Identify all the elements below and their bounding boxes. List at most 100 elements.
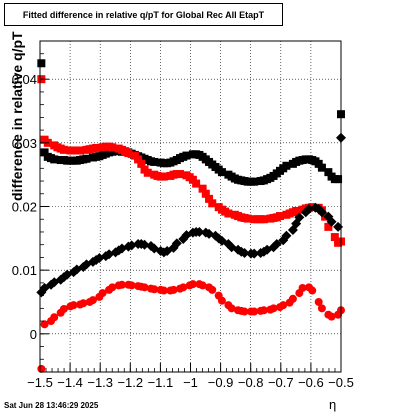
series-2-point — [324, 222, 333, 231]
x-tick-label: −1.2 — [117, 375, 143, 390]
series-3-point — [139, 239, 150, 250]
series-4-point — [227, 304, 236, 313]
series-2-point — [124, 149, 133, 158]
series-4-point — [240, 307, 249, 316]
series-3-point — [194, 226, 205, 237]
series-2-point — [134, 155, 143, 164]
series-1-point — [317, 163, 326, 172]
series-2-point — [176, 170, 185, 179]
series-4-point — [217, 296, 226, 305]
series-3-point — [55, 274, 66, 285]
series-1-point — [37, 59, 46, 68]
series-1-point — [324, 168, 333, 177]
y-tick-label: 0.03 — [12, 136, 37, 151]
series-2-point — [208, 199, 217, 208]
series-4-point — [37, 364, 46, 373]
x-tick-label: −0.6 — [298, 375, 324, 390]
series-4-point — [269, 304, 278, 313]
series-4-point — [208, 285, 217, 294]
series-1-point — [150, 157, 159, 166]
x-tick-label: −0.7 — [268, 375, 294, 390]
series-4-point — [108, 283, 117, 292]
series-4-point — [308, 286, 317, 295]
series-4-point — [317, 304, 326, 313]
series-1-point — [250, 177, 259, 186]
series-2-point — [76, 146, 85, 155]
series-2-point — [205, 194, 214, 203]
y-tick-label: 0.02 — [12, 200, 37, 215]
series-1-point — [282, 161, 291, 170]
x-tick-label: −1.1 — [148, 375, 174, 390]
series-4-point — [327, 312, 336, 321]
series-2-point — [159, 172, 168, 181]
series-4-point — [298, 283, 307, 292]
series-4-point — [188, 280, 197, 289]
series-2-point — [243, 214, 252, 223]
x-tick-label: −1.4 — [57, 375, 83, 390]
series-4-point — [159, 286, 168, 295]
series-4-point — [117, 280, 126, 289]
series-3-point — [271, 239, 282, 250]
series-2-point — [198, 184, 207, 193]
series-1-point — [217, 168, 226, 177]
series-4-point — [288, 294, 297, 303]
series-3-point — [326, 216, 337, 227]
series-4-point — [69, 301, 78, 310]
axis-ticks — [39, 40, 342, 372]
x-tick-label: −0.9 — [208, 375, 234, 390]
series-2-point — [201, 189, 210, 198]
plot-title: Fitted difference in relative q/pT for G… — [4, 3, 283, 26]
x-tick-label: −1 — [183, 375, 198, 390]
x-tick-label: −0.5 — [328, 375, 354, 390]
series-4-point — [40, 320, 49, 329]
series-2-point — [224, 209, 233, 218]
series-2-point — [275, 212, 284, 221]
series-4-point — [79, 299, 88, 308]
series-4-point — [250, 307, 259, 316]
y-axis-label: difference in relative q/pT — [9, 31, 25, 201]
series-4-point — [314, 297, 323, 306]
series-3-point — [171, 238, 182, 249]
series-1-point — [334, 175, 343, 184]
x-tick-label: −0.8 — [238, 375, 264, 390]
series-2-point — [292, 206, 301, 215]
series-3-point — [304, 204, 315, 215]
grid-lines — [40, 41, 341, 372]
series-4-point — [198, 281, 207, 290]
series-3-point — [316, 207, 327, 218]
x-tick-label: −1.5 — [27, 375, 53, 390]
series-2-point — [59, 145, 68, 154]
series-2-point — [330, 233, 339, 242]
x-tick-label: −1.3 — [87, 375, 113, 390]
series-1-point — [82, 154, 91, 163]
series-4-point — [179, 283, 188, 292]
x-axis-label: η — [329, 397, 337, 412]
series-1-point — [50, 155, 59, 164]
series-2-point — [192, 179, 201, 188]
series-4-point — [259, 306, 268, 315]
y-tick-label: 0 — [30, 327, 37, 342]
y-tick-label: 0.01 — [12, 263, 37, 278]
series-4-point — [88, 296, 97, 305]
series-3-point — [249, 248, 260, 259]
series-2-point — [143, 168, 152, 177]
series-4-point — [127, 281, 136, 290]
series-4-point — [169, 285, 178, 294]
series-4-point — [98, 289, 107, 298]
series-2-point — [92, 143, 101, 152]
series-4-point — [150, 285, 159, 294]
series-1-point — [40, 148, 49, 157]
series-3-point — [126, 240, 137, 251]
series-3-point — [294, 212, 305, 223]
series-3-point — [239, 247, 250, 258]
series-2-point — [259, 215, 268, 224]
tick-labels: −1.5 −1.4 −1.3 −1.2 −1.1 −1 −0.9 −0.8 −0.7 −0.6 −0… — [12, 72, 354, 390]
series-4-point — [140, 283, 149, 292]
series-2-point — [108, 143, 117, 152]
y-tick-label: 0.04 — [12, 72, 37, 87]
series-2-point — [137, 159, 146, 168]
data-points — [36, 59, 346, 373]
series-3-point — [281, 230, 292, 241]
series-4-point — [279, 301, 288, 310]
